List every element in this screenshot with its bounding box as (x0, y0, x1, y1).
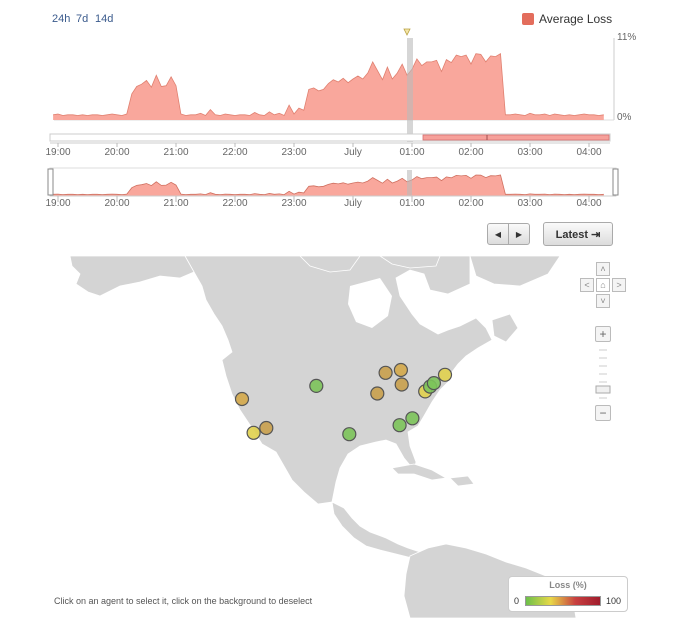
hispaniola-land (449, 475, 475, 487)
agent-marker[interactable] (234, 391, 250, 407)
marker-triangle-icon (403, 28, 411, 36)
legend-swatch (522, 13, 534, 25)
zoom-out-button[interactable]: − (595, 405, 611, 421)
agent-marker[interactable] (259, 420, 274, 436)
arctic-islands (299, 256, 361, 273)
loss-gradient-bar (525, 596, 601, 606)
agent-marker[interactable] (309, 378, 324, 393)
selected-time-marker (407, 38, 413, 142)
loss-legend-max: 100 (606, 596, 622, 606)
time-tick-label: 02:00 (458, 147, 484, 158)
latest-button[interactable]: Latest ⇥ (543, 222, 613, 246)
loss-legend-title: Loss (%) (549, 580, 587, 590)
pan-down-icon: ˅ (600, 296, 606, 306)
time-tick-label: 20:00 (104, 198, 130, 209)
agent-marker[interactable] (392, 418, 407, 433)
time-tick-label: 03:00 (517, 198, 543, 209)
navigator-time-ticks (57, 196, 590, 200)
prev-arrow-icon: ◀ (494, 229, 502, 239)
range-24h-link[interactable]: 24h (52, 13, 71, 25)
greenland-land (469, 256, 561, 287)
loss-line (53, 174, 604, 196)
zoom-slider-thumb (595, 385, 611, 394)
zoom-out-icon: − (599, 406, 607, 420)
time-tick-label: 23:00 (281, 147, 307, 158)
range-7d-link[interactable]: 7d (76, 13, 89, 25)
pan-left-icon: ˂ (584, 280, 590, 290)
legend-label: Average Loss (539, 12, 613, 26)
time-tick-label: 01:00 (399, 147, 425, 158)
agent-marker[interactable] (405, 411, 420, 426)
loss-area (53, 175, 604, 196)
zoom-in-button[interactable]: + (595, 326, 611, 342)
main-area-group (53, 53, 604, 121)
agent-marker[interactable] (437, 367, 453, 382)
time-tick-label: 22:00 (222, 147, 248, 158)
time-tick-label: 23:00 (281, 198, 307, 209)
loss-area (53, 53, 604, 121)
timeline-track (49, 133, 611, 142)
cuba-land (391, 463, 448, 481)
next-button[interactable]: ▶ (508, 223, 530, 245)
time-tick-label: 19:00 (45, 147, 71, 158)
agents-map[interactable]: ˄ ˂ ⌂ ˃ ˅ + − (0, 256, 690, 618)
time-tick-label: 02:00 (458, 198, 484, 209)
loss-line (53, 53, 604, 117)
time-tick-label: 21:00 (163, 198, 189, 209)
next-arrow-icon: ▶ (515, 229, 523, 239)
map-svg (69, 256, 577, 618)
agent-marker[interactable] (378, 365, 393, 380)
navigator-chart[interactable] (0, 160, 690, 205)
agent-marker[interactable] (246, 425, 261, 440)
y-axis-min-label: 0% (617, 112, 632, 123)
navigator-selected-marker (407, 170, 412, 196)
navigator-area-group (53, 174, 604, 196)
loss-legend-min: 0 (514, 596, 520, 606)
time-tick-label: 04:00 (576, 198, 602, 209)
loss-area-chart[interactable] (0, 0, 690, 160)
pan-left-button[interactable]: ˂ (580, 278, 594, 292)
time-tick-label: July (344, 198, 362, 209)
loss-legend: Loss (%) 0 100 (508, 576, 628, 612)
alaska-land (69, 256, 195, 297)
home-button[interactable]: ⌂ (596, 278, 610, 292)
time-tick-label: 20:00 (104, 147, 130, 158)
agent-marker[interactable] (426, 375, 441, 391)
y-axis-max-label: 11% (617, 32, 637, 43)
chart-legend[interactable]: Average Loss (522, 12, 612, 26)
time-tick-label: July (344, 147, 362, 158)
zoom-in-icon: + (599, 327, 607, 341)
pan-right-icon: ˃ (616, 280, 622, 290)
map-hint-text: Click on an agent to select it, click on… (54, 596, 313, 606)
agent-marker[interactable] (370, 386, 385, 401)
time-tick-label: 19:00 (45, 198, 71, 209)
pan-up-button[interactable]: ˄ (596, 262, 610, 276)
central-america-land (331, 501, 421, 559)
agent-marker[interactable] (393, 362, 408, 378)
timeline-highlight-range (422, 134, 610, 141)
pan-up-icon: ˄ (600, 264, 606, 274)
pan-down-button[interactable]: ˅ (596, 294, 610, 308)
navigator-right-handle (612, 168, 619, 196)
time-tick-label: 22:00 (222, 198, 248, 209)
time-tick-label: 04:00 (576, 147, 602, 158)
prev-button[interactable]: ◀ (487, 223, 509, 245)
time-tick-label: 03:00 (517, 147, 543, 158)
agent-marker[interactable] (394, 377, 409, 392)
agent-marker[interactable] (342, 427, 357, 442)
navigator-left-handle (47, 168, 54, 196)
agent-markers (234, 362, 453, 442)
main-time-ticks (57, 143, 590, 147)
time-tick-label: 21:00 (163, 147, 189, 158)
land-masses (69, 256, 577, 618)
zoom-slider[interactable] (595, 344, 611, 406)
time-tick-label: 01:00 (399, 198, 425, 209)
home-icon: ⌂ (600, 280, 606, 290)
pan-right-button[interactable]: ˃ (612, 278, 626, 292)
newfoundland-land (491, 313, 519, 343)
range-14d-link[interactable]: 14d (95, 13, 114, 25)
